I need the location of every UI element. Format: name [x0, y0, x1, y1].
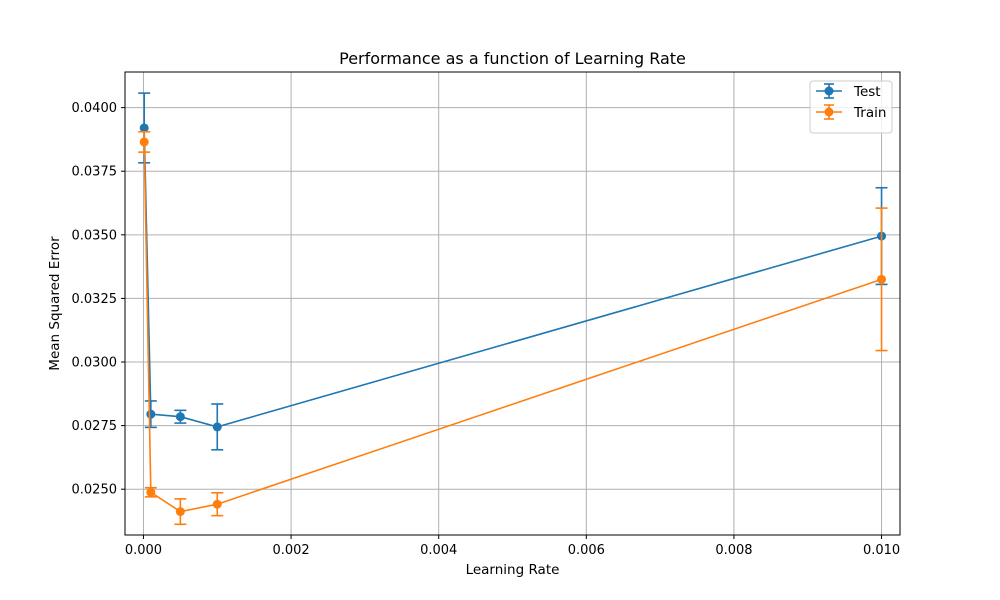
- legend-marker-test: [824, 86, 834, 96]
- x-tick-label: 0.000: [125, 543, 162, 558]
- y-tick-label: 0.0275: [72, 419, 118, 434]
- data-point-train: [175, 507, 185, 517]
- legend-item-train: Train: [816, 104, 886, 121]
- x-axis-label: Learning Rate: [466, 562, 560, 578]
- chart-title: Performance as a function of Learning Ra…: [339, 49, 686, 68]
- data-point-train: [146, 487, 156, 497]
- y-tick-label: 0.0350: [72, 228, 118, 243]
- data-point-train: [139, 137, 149, 147]
- series-layer: [138, 92, 888, 526]
- y-axis: 0.0250 0.0275 0.0300 0.0325 0.0350 0.0375 0.04…: [72, 101, 125, 498]
- data-point-test: [139, 123, 149, 133]
- legend-marker-train: [824, 107, 834, 117]
- y-tick-label: 0.0300: [72, 356, 118, 371]
- data-point-train: [877, 274, 887, 284]
- x-tick-label: 0.010: [863, 543, 900, 558]
- legend-item-test: Test: [816, 83, 881, 100]
- x-tick-label: 0.008: [715, 543, 752, 558]
- x-tick-label: 0.002: [272, 543, 309, 558]
- data-point-test: [212, 422, 222, 432]
- series-train: [138, 130, 888, 526]
- y-tick-label: 0.0400: [72, 101, 118, 116]
- data-point-train: [212, 499, 222, 509]
- x-tick-label: 0.004: [420, 543, 457, 558]
- legend-label-test: Test: [853, 84, 881, 100]
- y-axis-label: Mean Squared Error: [47, 236, 63, 371]
- y-tick-label: 0.0375: [72, 165, 118, 180]
- x-axis: 0.000 0.002 0.004 0.006 0.008 0.010: [125, 535, 900, 558]
- data-point-test: [146, 409, 156, 419]
- legend: Test Train: [809, 80, 893, 134]
- y-tick-label: 0.0325: [72, 292, 118, 307]
- grid: [125, 72, 900, 535]
- plot-area: [124, 71, 901, 536]
- y-tick-label: 0.0250: [72, 483, 118, 498]
- x-tick-label: 0.006: [568, 543, 605, 558]
- legend-label-train: Train: [853, 105, 886, 121]
- data-point-test: [175, 412, 185, 422]
